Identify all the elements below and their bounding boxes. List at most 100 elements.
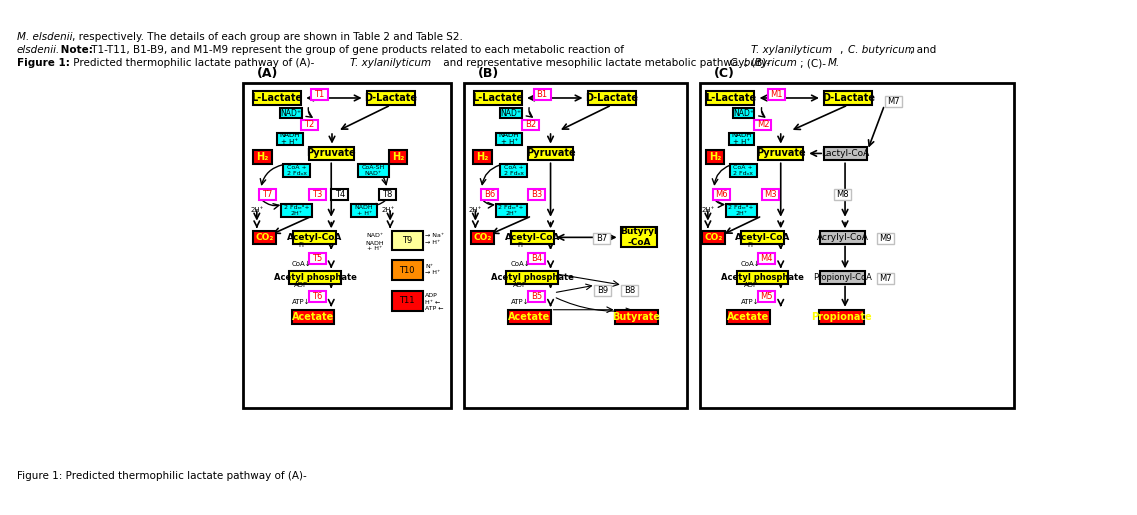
Text: Figure 1: Predicted thermophilic lactate pathway of (A)‐: Figure 1: Predicted thermophilic lactate… — [17, 471, 307, 481]
Text: ADP: ADP — [425, 294, 438, 298]
Text: (A): (A) — [257, 67, 279, 80]
FancyBboxPatch shape — [506, 271, 557, 284]
Text: 2H⁺: 2H⁺ — [702, 207, 714, 213]
Text: T5: T5 — [313, 254, 323, 263]
Text: T1: T1 — [315, 90, 325, 99]
FancyBboxPatch shape — [508, 310, 550, 323]
Text: elsdenii.: elsdenii. — [17, 45, 60, 55]
FancyBboxPatch shape — [331, 189, 348, 200]
FancyBboxPatch shape — [877, 233, 894, 244]
FancyBboxPatch shape — [729, 133, 754, 145]
Text: ATP↓: ATP↓ — [292, 299, 310, 305]
Text: Acetate: Acetate — [508, 312, 550, 322]
Text: ADP: ADP — [513, 282, 528, 288]
Text: → Na⁺: → Na⁺ — [425, 233, 445, 238]
Text: M2: M2 — [756, 121, 769, 129]
FancyBboxPatch shape — [259, 189, 276, 200]
Text: H₂: H₂ — [256, 152, 268, 162]
Text: M1: M1 — [771, 90, 783, 99]
FancyBboxPatch shape — [496, 133, 522, 145]
Bar — [700, 83, 1014, 408]
Text: M3: M3 — [764, 190, 777, 199]
Text: , respectively. The details of each group are shown in Table 2 and Table S2.: , respectively. The details of each grou… — [72, 32, 463, 42]
Text: Acetate: Acetate — [728, 312, 770, 322]
Text: B2: B2 — [525, 121, 536, 129]
Text: B6: B6 — [483, 190, 495, 199]
Text: Pi: Pi — [517, 242, 523, 248]
Text: ATP ←: ATP ← — [425, 306, 443, 311]
Text: 2H⁺: 2H⁺ — [382, 207, 396, 213]
Text: NAD⁺: NAD⁺ — [733, 109, 754, 117]
Text: T4: T4 — [334, 190, 345, 199]
FancyBboxPatch shape — [528, 291, 545, 302]
Text: H₂: H₂ — [391, 152, 404, 162]
FancyBboxPatch shape — [309, 291, 326, 302]
Text: NAD⁺: NAD⁺ — [366, 233, 383, 238]
Text: M7: M7 — [887, 97, 899, 106]
Text: 2H⁺: 2H⁺ — [468, 207, 482, 213]
Text: CO₂: CO₂ — [473, 233, 491, 242]
FancyBboxPatch shape — [357, 164, 389, 177]
FancyBboxPatch shape — [379, 189, 396, 200]
Text: B7: B7 — [596, 234, 607, 243]
Text: NAD⁺: NAD⁺ — [500, 109, 522, 117]
FancyBboxPatch shape — [252, 91, 301, 105]
Text: NADH
+ H⁺: NADH + H⁺ — [280, 132, 300, 145]
FancyBboxPatch shape — [762, 189, 779, 200]
Text: M.: M. — [828, 58, 840, 68]
Text: T8: T8 — [382, 190, 392, 199]
FancyBboxPatch shape — [728, 310, 770, 323]
Text: M8: M8 — [837, 190, 849, 199]
FancyBboxPatch shape — [473, 150, 491, 164]
FancyBboxPatch shape — [283, 164, 310, 177]
FancyBboxPatch shape — [594, 285, 611, 296]
Text: Butyrate: Butyrate — [612, 312, 661, 322]
Text: N⁺: N⁺ — [425, 264, 433, 269]
Text: ADP: ADP — [294, 282, 308, 288]
Text: Pyruvate: Pyruvate — [306, 148, 356, 159]
FancyBboxPatch shape — [820, 271, 865, 284]
Text: Pyruvate: Pyruvate — [756, 148, 805, 159]
Text: T3: T3 — [312, 190, 323, 199]
Text: CO₂: CO₂ — [256, 233, 274, 242]
Text: and representative mesophilic lactate metabolic pathway; (B)‐: and representative mesophilic lactate me… — [440, 58, 770, 68]
Text: Acetyl-CoA: Acetyl-CoA — [735, 233, 790, 242]
Text: D-Lactate: D-Lactate — [822, 93, 874, 103]
Text: Note:: Note: — [57, 45, 93, 55]
FancyBboxPatch shape — [758, 146, 803, 160]
FancyBboxPatch shape — [301, 119, 318, 130]
Text: T11: T11 — [399, 297, 415, 305]
FancyBboxPatch shape — [824, 146, 866, 160]
Text: NADH
+ H⁺: NADH + H⁺ — [355, 205, 373, 216]
FancyBboxPatch shape — [471, 231, 493, 244]
FancyBboxPatch shape — [281, 204, 312, 217]
FancyBboxPatch shape — [706, 150, 724, 164]
FancyBboxPatch shape — [252, 150, 272, 164]
FancyBboxPatch shape — [528, 189, 545, 200]
Text: , and: , and — [910, 45, 936, 55]
FancyBboxPatch shape — [758, 253, 775, 264]
FancyBboxPatch shape — [730, 164, 757, 177]
Text: H₂: H₂ — [476, 152, 489, 162]
Text: Pi: Pi — [298, 242, 304, 248]
FancyBboxPatch shape — [389, 150, 407, 164]
Text: L-Lactate: L-Lactate — [251, 93, 302, 103]
Text: T7: T7 — [263, 190, 273, 199]
Text: NAD⁺: NAD⁺ — [281, 109, 301, 117]
FancyBboxPatch shape — [309, 146, 354, 160]
FancyBboxPatch shape — [713, 189, 730, 200]
Text: Acetyl phosphate: Acetyl phosphate — [274, 273, 356, 282]
Text: 2 Fdᵣₑᵈ+
2H⁺: 2 Fdᵣₑᵈ+ 2H⁺ — [283, 205, 309, 216]
FancyBboxPatch shape — [277, 133, 302, 145]
Text: NADH: NADH — [365, 241, 384, 246]
FancyBboxPatch shape — [758, 291, 775, 302]
Text: Pi: Pi — [747, 242, 754, 248]
Text: → H⁺: → H⁺ — [425, 241, 440, 245]
FancyBboxPatch shape — [702, 231, 725, 244]
Text: NADH
+ H⁺: NADH + H⁺ — [499, 132, 520, 145]
Text: B3: B3 — [531, 190, 542, 199]
Text: T. xylanilyticum: T. xylanilyticum — [752, 45, 832, 55]
Text: CoA +
2 Fdₒx: CoA + 2 Fdₒx — [733, 165, 753, 176]
Text: CoA↓: CoA↓ — [291, 261, 310, 267]
Text: (C): (C) — [714, 67, 735, 80]
